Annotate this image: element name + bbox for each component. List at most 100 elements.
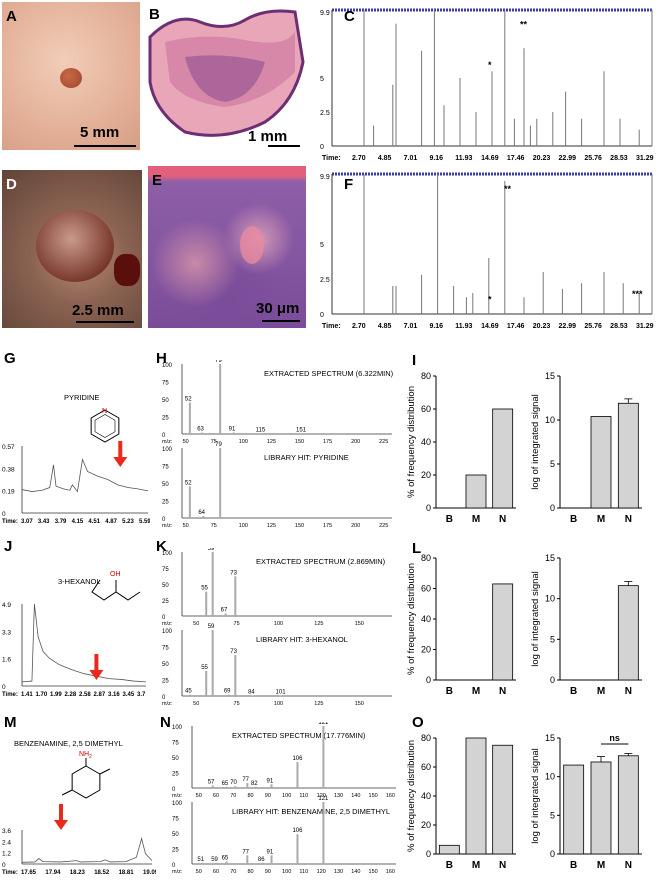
panel-label-M: M <box>4 714 17 731</box>
category-label: B <box>570 514 577 525</box>
peak-label: 77 <box>242 777 249 783</box>
barcharts-L-svg: 0 20 40 60 80 % of frequency distribution B M N 0… <box>406 553 642 697</box>
lesion-D <box>36 210 114 282</box>
x-tick-label: 100 <box>239 439 248 445</box>
y-tick-label: 100 <box>162 363 173 369</box>
spectrum-peak <box>205 591 208 616</box>
mz-label: m/z: <box>162 523 173 529</box>
spectrum-peak <box>211 785 214 788</box>
x-tick-label: 200 <box>351 439 360 445</box>
category-label: B <box>570 686 577 697</box>
y-tick-label: 80 <box>421 553 431 563</box>
mz-label: m/z: <box>162 621 173 627</box>
peak-marker: * <box>488 295 492 305</box>
peak-label: 59 <box>208 548 215 552</box>
time-tick-label: 4.85 <box>378 323 392 330</box>
y-tick-label: 0 <box>320 312 324 319</box>
y-tick-label: 2.5 <box>320 277 330 284</box>
vessel-E <box>240 226 264 264</box>
time-tick-label: 25.76 <box>584 323 602 330</box>
time-tick-label: 7.01 <box>404 155 418 162</box>
y-tick-label: 100 <box>162 447 173 453</box>
compound-name: BENZENAMINE, 2,5 DIMETHYL <box>14 739 123 748</box>
lesion-A <box>60 68 82 88</box>
x-tick-label: 100 <box>239 523 248 529</box>
y-tick-label: 40 <box>421 437 431 447</box>
category-label: N <box>499 686 506 697</box>
time-tick-label: 22.99 <box>559 323 577 330</box>
peak-label: 151 <box>296 427 307 433</box>
time-tick-label: 17.94 <box>45 870 61 876</box>
peak-label: 84 <box>248 689 255 695</box>
chromatogram-trace <box>21 457 149 493</box>
y-tick-label: 60 <box>421 584 431 594</box>
peak-label: 65 <box>222 856 229 862</box>
x-tick-label: 175 <box>323 439 332 445</box>
y-tick-label: 100 <box>162 629 173 635</box>
x-tick-label: 75 <box>211 523 217 529</box>
peak-label: 73 <box>230 649 237 655</box>
time-tick-label: 1.41 <box>21 692 33 698</box>
x-tick-label: 75 <box>211 439 217 445</box>
y-tick-label: 4.9 <box>2 602 11 609</box>
y-tick-label: 25 <box>172 848 179 854</box>
y-tick-label: 60 <box>421 404 431 414</box>
peak-label: 65 <box>222 781 229 787</box>
y-axis-label: log of integrated signal <box>530 571 541 667</box>
x-tick-label: 50 <box>193 621 199 627</box>
mz-label: m/z: <box>172 793 183 799</box>
time-tick-label: 5.59 <box>139 519 150 525</box>
y-tick-label: 60 <box>421 762 431 772</box>
barcharts-I-svg: 0 20 40 60 80 % of frequency distribution B M N 0… <box>406 371 642 525</box>
mz-label: m/z: <box>172 869 183 875</box>
x-tick-label: 200 <box>351 523 360 529</box>
y-axis-label: log of integrated signal <box>530 394 541 490</box>
panel-label-E: E <box>152 172 163 189</box>
x-tick-label: 100 <box>274 701 283 707</box>
photo-D-melanoma <box>2 170 142 328</box>
spectrum-peak <box>296 761 299 788</box>
histology-B-svg <box>148 9 305 137</box>
time-tick-label: 31.29 <box>636 323 654 330</box>
category-label: N <box>499 860 506 871</box>
arrow-head <box>54 820 68 830</box>
time-tick-label: 20.23 <box>533 323 551 330</box>
y-tick-label: 15 <box>545 733 555 743</box>
y-tick-label: 40 <box>421 791 431 801</box>
y-tick-label: 0 <box>162 517 166 523</box>
bar <box>617 755 639 855</box>
y-tick-label: 75 <box>162 646 169 652</box>
scale-label-D: 2.5 mm <box>72 302 124 319</box>
spectrum-K-svg: 100 75 50 25 0 EXTRACTED SPECTRUM (2.869MIN) 5… <box>162 548 392 707</box>
peak-label: 91 <box>229 427 236 433</box>
time-tick-label: 2.87 <box>94 692 106 698</box>
spectrum-title: LIBRARY HIT: BENZENAMINE, 2,5 DIMETHYL <box>232 807 390 816</box>
chromatogram-trace <box>21 836 153 863</box>
x-tick-label: 60 <box>213 869 219 875</box>
time-tick-label: 3.45 <box>123 692 135 698</box>
y-tick-label: 0 <box>426 675 431 685</box>
x-tick-label: 50 <box>183 523 189 529</box>
y-tick-label: 0 <box>550 503 555 513</box>
time-tick-label: 31.29 <box>636 155 654 162</box>
spectrum-peak <box>215 862 218 864</box>
scale-label-A: 5 mm <box>80 124 120 141</box>
category-label: M <box>472 860 480 871</box>
time-tick-label: 19.09 <box>143 870 156 876</box>
time-tick-label: 9.16 <box>429 323 443 330</box>
y-tick-label: 75 <box>162 381 169 387</box>
x-tick-label: 150 <box>355 701 364 707</box>
spectrum-peak <box>259 433 262 434</box>
bar <box>492 583 514 681</box>
methyl-1 <box>99 768 111 775</box>
spectrum-peak <box>234 576 237 616</box>
spectrum-peak <box>189 694 192 696</box>
time-tick-label: 3.7 <box>137 692 146 698</box>
time-axis-label: Time: <box>322 155 341 162</box>
category-label: B <box>570 860 577 871</box>
x-tick-label: 130 <box>334 869 343 875</box>
peak-label: 82 <box>251 781 258 787</box>
time-tick-label: 18.52 <box>94 870 110 876</box>
y-tick-label: 5 <box>550 810 555 820</box>
